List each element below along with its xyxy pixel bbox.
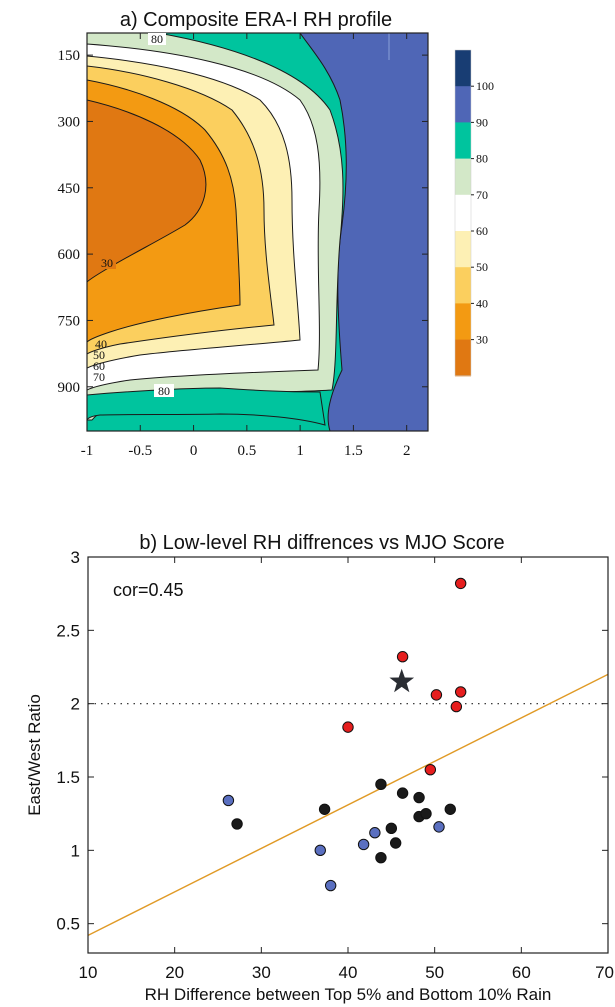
x-tick-label-b-0: 10 <box>79 963 98 982</box>
star-marker <box>389 668 415 693</box>
scatter-point-s0-3 <box>454 686 467 698</box>
y-axis-label: East/West Ratio <box>25 694 44 816</box>
colorbar-segment-3 <box>455 158 471 196</box>
x-tick-label-a-3: 0.5 <box>237 443 256 459</box>
colorbar-label-0: 100 <box>476 79 494 93</box>
scatter-point-s0-4 <box>450 700 463 713</box>
scatter-point-s1-7 <box>444 803 456 815</box>
panel-a-contour-labels: 80 30 40 50 60 70 80 <box>93 32 174 398</box>
x-tick-label-a-4: 1 <box>296 443 304 459</box>
colorbar-segment-5 <box>455 231 471 268</box>
colorbar-segment-6 <box>455 267 471 304</box>
colorbar-segment-1 <box>455 86 471 123</box>
x-tick-label-a-2: 0 <box>190 443 198 459</box>
colorbar-label-2: 80 <box>476 152 488 166</box>
colorbar-label-7: 30 <box>476 333 488 347</box>
correlation-annotation: cor=0.45 <box>113 580 184 600</box>
scatter-point-s1-4 <box>413 791 425 804</box>
scatter-point-s1-3 <box>396 787 409 799</box>
scatter-point-s2-1 <box>314 844 326 857</box>
y-tick-label-a-3: 600 <box>58 247 81 263</box>
panel-a-title: a) Composite ERA-I RH profile <box>120 9 392 31</box>
x-tick-label-b-6: 70 <box>595 963 614 982</box>
scatter-point-s1-6 <box>420 807 432 820</box>
scatter-point-s2-5 <box>433 821 445 833</box>
panel-b-plot-area <box>88 577 608 937</box>
panel-a-frame <box>86 32 429 432</box>
scatter-point-s0-6 <box>424 763 437 776</box>
panel-b-background <box>88 557 608 953</box>
contour-label-80-top: 80 <box>151 32 163 46</box>
contour-label-50: 50 <box>93 348 105 362</box>
scatter-point-s2-2 <box>324 879 337 892</box>
y-tick-label-b-0: 0.5 <box>56 915 80 934</box>
x-tick-label-b-3: 40 <box>339 963 358 982</box>
scatter-point-s0-0 <box>454 577 467 590</box>
colorbar-label-6: 40 <box>476 296 488 310</box>
x-axis-label: RH Difference between Top 5% and Bottom … <box>145 985 552 1004</box>
x-tick-label-a-0: -1 <box>81 443 94 459</box>
scatter-point-s1-10 <box>375 851 387 864</box>
scatter-point-s2-0 <box>222 794 235 807</box>
x-tick-label-b-2: 30 <box>252 963 271 982</box>
contour-label-40: 40 <box>95 337 107 351</box>
y-tick-label-a-1: 300 <box>58 114 81 130</box>
colorbar-label-5: 50 <box>476 260 488 274</box>
scatter-point-s0-1 <box>396 651 409 663</box>
panel-b-scatter-plot: 10 20 30 40 50 60 70 0.5 1 1.5 2 2.5 3 cor=0.45 RH Dif… <box>25 548 614 1004</box>
y-tick-label-a-0: 150 <box>58 48 81 64</box>
y-tick-label-b-4: 2.5 <box>56 621 80 640</box>
scatter-point-s1-9 <box>389 837 402 849</box>
x-tick-label-b-4: 50 <box>425 963 444 982</box>
y-tick-label-a-4: 750 <box>58 313 81 329</box>
scatter-point-s1-2 <box>375 778 387 791</box>
colorbar-frame <box>454 49 472 377</box>
y-tick-label-b-3: 2 <box>71 695 80 714</box>
colorbar-segment-8 <box>455 339 471 377</box>
x-tick-label-a-6: 2 <box>403 443 411 459</box>
regression-line <box>88 673 608 937</box>
colorbar-segment-0 <box>455 50 471 87</box>
scatter-point-s1-1 <box>318 803 331 815</box>
scatter-point-s0-2 <box>430 689 443 701</box>
x-tick-label-b-1: 20 <box>165 963 184 982</box>
y-tick-label-b-5: 3 <box>71 548 80 567</box>
y-tick-label-b-2: 1.5 <box>56 768 80 787</box>
colorbar-label-3: 70 <box>476 188 488 202</box>
y-tick-label-a-5: 900 <box>58 380 81 396</box>
colorbar-label-4: 60 <box>476 224 488 238</box>
colorbar-label-1: 90 <box>476 115 488 129</box>
scatter-point-s1-8 <box>385 822 398 835</box>
scatter-point-s0-5 <box>342 721 354 733</box>
contour-label-70: 70 <box>93 370 105 384</box>
x-tick-label-a-5: 1.5 <box>344 443 363 459</box>
contour-label-80-bottom: 80 <box>158 384 170 398</box>
scatter-point-s2-3 <box>357 838 370 851</box>
y-tick-label-b-1: 1 <box>71 841 80 860</box>
contour-label-30: 30 <box>101 256 113 270</box>
colorbar-segment-7 <box>455 303 471 341</box>
bottom-contour-80 <box>87 387 326 426</box>
scatter-point-s1-0 <box>231 818 243 830</box>
contour-label-60: 60 <box>93 359 105 373</box>
scatter-point-s2-4 <box>369 827 381 839</box>
panel-a-axes: -1 -0.5 0 0.5 1 1.5 2 150 300 450 600 750 900 <box>58 33 428 459</box>
colorbar: 100 90 80 70 60 50 40 30 <box>454 49 494 377</box>
y-tick-label-a-2: 450 <box>58 181 81 197</box>
panel-b-title: b) Low-level RH diffrences vs MJO Score <box>139 532 504 554</box>
panel-a-contour-plot <box>86 32 429 432</box>
colorbar-segment-2 <box>455 122 471 160</box>
colorbar-segment-4 <box>455 194 471 232</box>
x-tick-label-b-5: 60 <box>512 963 531 982</box>
band-below-30 <box>87 99 207 283</box>
x-tick-label-a-1: -0.5 <box>128 443 152 459</box>
